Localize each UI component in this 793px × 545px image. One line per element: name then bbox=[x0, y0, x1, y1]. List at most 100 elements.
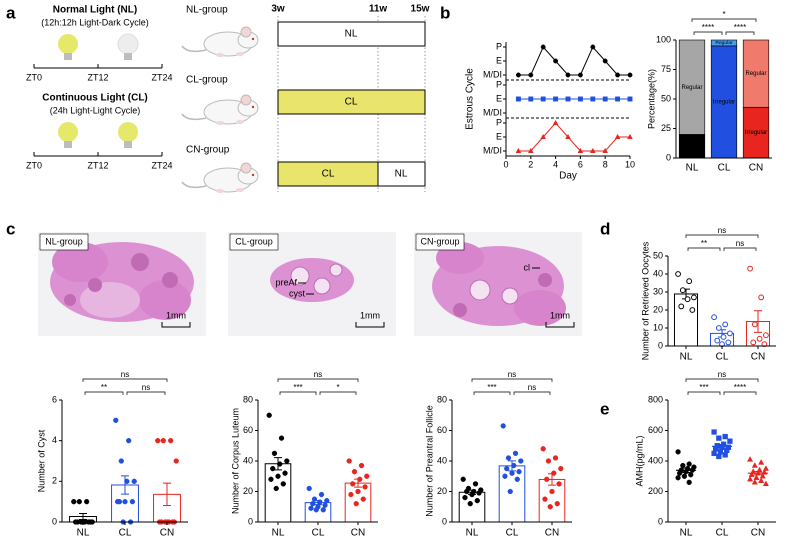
point bbox=[360, 496, 366, 502]
point bbox=[474, 498, 480, 504]
point bbox=[679, 287, 686, 294]
mouse-icon bbox=[181, 162, 259, 194]
point bbox=[577, 72, 583, 78]
scale-label: 1mm bbox=[360, 310, 380, 320]
point bbox=[715, 325, 722, 331]
point bbox=[688, 472, 694, 478]
x-tick-label: CN bbox=[545, 528, 559, 539]
point bbox=[724, 447, 730, 453]
significance-label: ns bbox=[718, 370, 726, 379]
x-tick-label: CL bbox=[312, 528, 325, 539]
panel-label: e bbox=[600, 399, 609, 418]
point bbox=[727, 330, 733, 337]
bar-segment bbox=[710, 45, 738, 159]
point bbox=[748, 471, 755, 477]
point bbox=[348, 491, 354, 498]
significance-label: * bbox=[722, 10, 725, 19]
point bbox=[590, 44, 596, 50]
point bbox=[507, 488, 513, 495]
point bbox=[311, 496, 318, 502]
point bbox=[758, 477, 765, 483]
histology-image bbox=[38, 232, 206, 336]
y-tick-label: 60 bbox=[437, 425, 447, 435]
segment-label: Irregular bbox=[681, 144, 703, 150]
series-line bbox=[518, 122, 630, 152]
segment-label: CL bbox=[345, 97, 358, 108]
panel-label: a bbox=[6, 3, 16, 22]
y-tick-label: 20 bbox=[653, 304, 663, 314]
mouse-icon bbox=[181, 94, 259, 126]
point bbox=[691, 294, 697, 301]
y-tick-label: P bbox=[496, 41, 502, 51]
point bbox=[518, 458, 524, 464]
zt-label: ZT12 bbox=[87, 160, 108, 170]
y-axis-label: Number of Preantral Follicle bbox=[424, 405, 434, 517]
x-tick-label: NL bbox=[466, 528, 479, 539]
y-tick-label: 4 bbox=[52, 435, 57, 445]
point bbox=[540, 446, 546, 452]
point bbox=[306, 485, 312, 492]
significance-label: *** bbox=[699, 383, 708, 392]
point bbox=[511, 462, 517, 469]
point bbox=[505, 455, 512, 461]
point bbox=[565, 96, 571, 102]
point bbox=[500, 423, 506, 429]
y-tick-label: 800 bbox=[648, 394, 663, 404]
y-tick-label: 6 bbox=[52, 394, 57, 404]
significance-bracket bbox=[84, 391, 124, 395]
condition-title: Normal Light (NL) bbox=[53, 5, 137, 16]
y-tick-label: 200 bbox=[648, 486, 663, 496]
point bbox=[464, 488, 470, 495]
point bbox=[627, 96, 633, 102]
significance-bracket bbox=[279, 391, 317, 395]
point bbox=[460, 476, 466, 482]
y-tick-label: 10 bbox=[653, 322, 663, 332]
point bbox=[722, 321, 729, 328]
group-name: CN-group bbox=[186, 145, 230, 156]
y-tick-label: 80 bbox=[437, 394, 447, 404]
point bbox=[284, 458, 290, 464]
point bbox=[528, 96, 534, 102]
y-tick-label: 25 bbox=[661, 123, 671, 133]
y-tick-label: M/DI bbox=[483, 145, 502, 155]
point bbox=[160, 438, 166, 444]
point bbox=[504, 465, 510, 472]
point bbox=[602, 96, 608, 102]
significance-label: ns bbox=[314, 370, 322, 379]
point bbox=[762, 480, 769, 487]
point bbox=[714, 337, 721, 344]
significance-bracket bbox=[473, 391, 511, 395]
segment-label: Regular bbox=[745, 71, 766, 77]
point bbox=[680, 462, 686, 469]
zt-label: ZT0 bbox=[26, 160, 42, 170]
point bbox=[756, 335, 763, 342]
bar bbox=[673, 293, 699, 347]
significance-bracket bbox=[277, 378, 359, 382]
timeline bbox=[33, 152, 163, 157]
scale-label: 1mm bbox=[550, 310, 570, 320]
point bbox=[509, 470, 515, 476]
point bbox=[512, 450, 519, 457]
y-tick-label: 40 bbox=[437, 455, 447, 465]
significance-label: *** bbox=[293, 383, 302, 392]
point bbox=[686, 278, 693, 285]
point bbox=[318, 491, 325, 498]
point bbox=[725, 339, 732, 346]
point bbox=[322, 502, 328, 508]
y-tick-label: 30 bbox=[653, 286, 663, 296]
point bbox=[758, 294, 765, 301]
panel-label: d bbox=[600, 219, 610, 238]
significance-bracket bbox=[513, 391, 551, 395]
point bbox=[282, 470, 288, 476]
point bbox=[716, 453, 722, 460]
timeline bbox=[33, 64, 163, 69]
bar-segment bbox=[678, 39, 706, 135]
point bbox=[324, 498, 330, 504]
week-label: 3w bbox=[271, 4, 285, 15]
condition-subtitle: (12h:12h Light-Dark Cycle) bbox=[41, 17, 149, 27]
bar-segment bbox=[742, 39, 770, 108]
point bbox=[689, 307, 696, 313]
point bbox=[364, 473, 370, 479]
error-bar bbox=[754, 310, 762, 333]
point bbox=[351, 469, 358, 475]
